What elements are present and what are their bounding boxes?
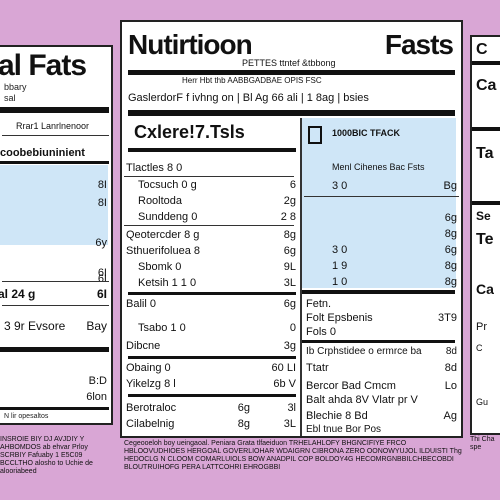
right-label: Te [476, 231, 494, 248]
row-divider [128, 394, 296, 397]
center-nutrition-label: Nutirtioon Fasts PETTES ttntef &tbbong H… [120, 20, 463, 438]
row-divider [302, 340, 455, 343]
right-label: C [476, 343, 483, 353]
row-divider [124, 176, 294, 177]
center-blue-box [300, 118, 456, 288]
left-divider [2, 305, 109, 306]
center-serving: GaslerdorF f ivhng on | Bl Ag 66 ali | 1… [128, 92, 369, 104]
right-divider [472, 201, 500, 205]
center-thick-bar [128, 110, 455, 116]
row-divider [302, 290, 455, 294]
center-top-bar [128, 70, 455, 75]
left-footer: N lir opesaltos [4, 413, 49, 420]
box-header: 1000BIC TFACK [332, 128, 401, 138]
calories-label: Cxlere!7.Tsls [134, 122, 245, 142]
right-divider [472, 127, 500, 131]
right-label: Se [476, 209, 491, 223]
checkbox-icon [308, 126, 322, 144]
right-label: Ca [476, 77, 497, 94]
right-bottom-text: Thi Cha spe [470, 436, 495, 451]
left-divider [2, 135, 109, 136]
row-divider [128, 356, 296, 359]
center-vertical-divider [300, 118, 302, 436]
center-bottom-text: Cegeooeloh boy ueingaoal. Peniara Grata … [124, 440, 462, 471]
row-divider [304, 196, 459, 197]
left-sub2: sal [4, 93, 16, 103]
right-nutrition-label: C Ca Ta Se Te Ca Pr C Gu [470, 35, 500, 435]
right-label: Ca [476, 281, 494, 297]
left-divider-2 [0, 161, 109, 164]
right-label: Pr [476, 321, 487, 333]
left-nutrition-label: al Fats bbary sal Rrar1 Lanrlnenoor coob… [0, 45, 113, 425]
left-bottom-text: INSROIE BIY DJ AVJDIY Y AHBOMDOS ab ehva… [0, 436, 93, 475]
left-title: al Fats [0, 49, 87, 82]
center-subtitle: PETTES ttntef &tbbong [242, 58, 336, 68]
row-divider [124, 225, 294, 226]
right-label: Ta [476, 145, 494, 162]
center-divider [128, 148, 296, 152]
center-title-left: Nutirtioon [128, 29, 253, 60]
left-divider [2, 281, 109, 282]
left-thick-divider [0, 107, 109, 113]
box-subheader: Menl Cihenes Bac Fsts [332, 162, 425, 172]
left-blue-box [0, 165, 108, 245]
left-thick-divider-2 [0, 347, 109, 352]
center-serving-hint: Herr Hbt thb AABBGADBAE OPIS FSC [182, 76, 322, 85]
right-divider [472, 61, 500, 65]
left-divider-3 [0, 407, 109, 410]
right-label: C [476, 41, 488, 58]
center-title-right: Fasts [384, 29, 454, 60]
left-bar-label: Rrar1 Lanrlnenoor [16, 121, 90, 131]
right-label: Gu [476, 397, 489, 407]
left-sub1: bbary [4, 82, 27, 92]
row-divider [128, 292, 296, 295]
left-highlight: coobebiuninient [0, 147, 85, 159]
